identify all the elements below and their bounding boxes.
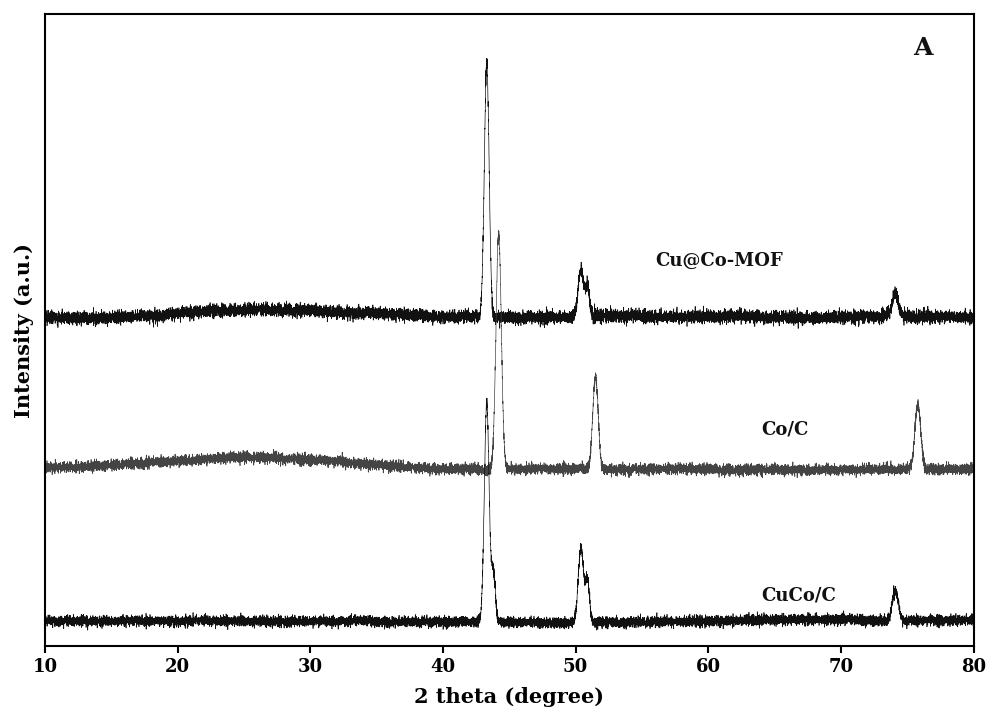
X-axis label: 2 theta (degree): 2 theta (degree): [414, 687, 604, 707]
Text: A: A: [913, 36, 933, 60]
Text: Cu@Co-MOF: Cu@Co-MOF: [655, 252, 783, 270]
Text: Co/C: Co/C: [761, 421, 809, 439]
Y-axis label: Intensity (a.u.): Intensity (a.u.): [14, 242, 34, 417]
Text: CuCo/C: CuCo/C: [761, 586, 836, 604]
